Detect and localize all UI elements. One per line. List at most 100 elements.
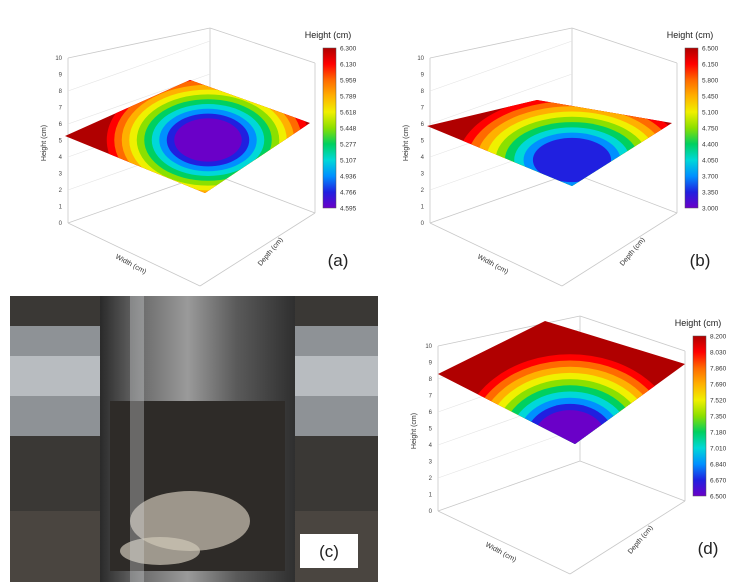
- z-tick-label: 8: [421, 89, 425, 95]
- z-tick-label: 3: [421, 172, 425, 178]
- z-tick-label: 0: [429, 509, 433, 515]
- colorbar-tick-label: 6.670: [710, 478, 727, 485]
- colorbar-tick-label: 5.107: [340, 158, 357, 165]
- z-tick-label: 2: [59, 188, 63, 194]
- z-tick-label: 8: [429, 377, 433, 383]
- surface: [65, 80, 310, 193]
- colorbar-tick-label: 6.500: [702, 46, 719, 53]
- colorbar-tick-label: 7.350: [710, 414, 727, 421]
- z-tick-label: 2: [421, 188, 425, 194]
- z-tick-label: 1: [421, 205, 425, 211]
- x-axis-label: Width (cm): [484, 542, 517, 564]
- colorbar-tick-label: 7.010: [710, 446, 727, 453]
- z-tick-label: 1: [59, 205, 63, 211]
- glass-reflection: [130, 296, 144, 582]
- colorbar-tick-label: 8.200: [710, 334, 727, 341]
- axis-line: [579, 315, 686, 352]
- colorbar: [692, 335, 707, 497]
- colorbar-tick-label: 5.618: [340, 110, 357, 117]
- colorbar-tick-label: 4.936: [340, 174, 357, 181]
- colorbar: [322, 47, 337, 209]
- colorbar-tick-label: 3.000: [702, 206, 719, 213]
- axis-line: [209, 27, 316, 64]
- colorbar-tick-label: 5.450: [702, 94, 719, 101]
- z-tick-label: 5: [421, 139, 425, 145]
- wall-grid: [67, 40, 211, 92]
- deposit: [120, 537, 200, 565]
- colorbar-tick-label: 4.595: [340, 206, 357, 213]
- z-tick-label: 6: [421, 122, 425, 128]
- colorbar-tick-label: 4.766: [340, 190, 357, 197]
- colorbar-tick-label: 7.860: [710, 366, 727, 373]
- axis-line: [429, 222, 563, 287]
- deposit: [130, 491, 250, 551]
- panel-label: (b): [690, 251, 711, 270]
- z-tick-label: 2: [429, 476, 433, 482]
- panel-b: Height (cm) 6.500 6.150 5.800 5.450 5.100 4.75…: [403, 27, 719, 287]
- surface-band: [174, 118, 242, 162]
- label-box: [300, 534, 358, 568]
- z-tick-label: 3: [429, 460, 433, 466]
- panel-a: Height (cm) 6.300 6.130 5.959 5.789 5.618 5.44…: [41, 27, 357, 287]
- colorbar-tick-label: 4.050: [702, 158, 719, 165]
- z-tick-label: 0: [421, 221, 425, 227]
- colorbar-tick-label: 6.500: [710, 494, 727, 501]
- z-tick-label: 1: [429, 493, 433, 499]
- z-axis-label: Height (cm): [41, 125, 48, 161]
- wall-grid: [437, 427, 581, 479]
- z-tick-label: 9: [429, 361, 433, 367]
- surface: [427, 100, 672, 186]
- colorbar-tick-label: 6.840: [710, 462, 727, 469]
- axis-line: [437, 315, 581, 347]
- z-tick-label: 4: [421, 155, 425, 161]
- axis-line: [67, 27, 211, 59]
- surface: [438, 321, 685, 444]
- z-tick-label: 7: [429, 394, 433, 400]
- colorbar-tick-label: 5.448: [340, 126, 357, 133]
- colorbar-tick-label: 7.520: [710, 398, 727, 405]
- z-tick-label: 10: [417, 56, 424, 62]
- axis-line: [561, 212, 678, 287]
- colorbar-tick-label: 4.750: [702, 126, 719, 133]
- axis-line: [429, 172, 573, 224]
- colorbar-tick-label: 8.030: [710, 350, 727, 357]
- panel-d: Height (cm) 8.200 8.030 7.860 7.690 7.520 7.35…: [411, 315, 727, 575]
- colorbar-tick-label: 5.277: [340, 142, 357, 149]
- z-tick-label: 10: [55, 56, 62, 62]
- colorbar-tick-label: 7.690: [710, 382, 727, 389]
- x-axis-label: Width (cm): [476, 254, 509, 276]
- axis-line: [571, 172, 678, 214]
- axis-line: [571, 27, 678, 64]
- z-tick-label: 0: [59, 221, 63, 227]
- surface-band: [534, 410, 606, 444]
- colorbar-tick-label: 5.800: [702, 78, 719, 85]
- axis-line: [429, 27, 573, 59]
- colorbar-title: Height (cm): [675, 318, 722, 328]
- colorbar-title: Height (cm): [305, 30, 352, 40]
- axis-line: [67, 222, 201, 287]
- panel-c-photo: (c): [10, 296, 378, 582]
- surface-base: [438, 321, 685, 444]
- z-tick-label: 4: [429, 443, 433, 449]
- colorbar-tick-label: 4.400: [702, 142, 719, 149]
- z-tick-label: 5: [429, 427, 433, 433]
- z-tick-label: 4: [59, 155, 63, 161]
- colorbar-tick-label: 3.350: [702, 190, 719, 197]
- colorbar-tick-label: 6.130: [340, 62, 357, 69]
- z-tick-label: 5: [59, 139, 63, 145]
- z-tick-label: 6: [59, 122, 63, 128]
- axis-line: [199, 212, 316, 287]
- z-tick-label: 7: [59, 106, 63, 112]
- colorbar-title: Height (cm): [667, 30, 714, 40]
- z-tick-label: 8: [59, 89, 63, 95]
- colorbar-tick-label: 5.959: [340, 78, 357, 85]
- z-tick-label: 6: [429, 410, 433, 416]
- axis-line: [569, 500, 686, 575]
- z-axis-label: Height (cm): [411, 413, 418, 449]
- colorbar-tick-label: 7.180: [710, 430, 727, 437]
- axis-line: [437, 510, 571, 575]
- surface-band: [532, 137, 612, 183]
- panel-label: (d): [698, 539, 719, 558]
- wall-grid: [429, 40, 573, 92]
